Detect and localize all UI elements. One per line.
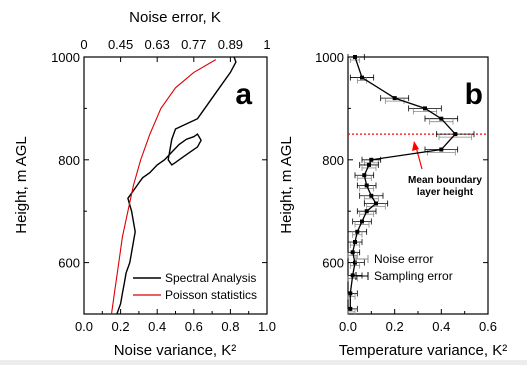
data-point [374,202,378,206]
data-point [423,106,427,110]
data-point [353,240,357,244]
data-point [348,291,352,295]
data-point [369,194,373,198]
panel-b-xtick-label: 0.0 [339,319,357,334]
panel-a-top-xlabel: Noise error, K [129,9,221,26]
panel-a-top-tick-label: 1 [263,37,270,52]
panel-a-ytick-label: 1000 [51,50,80,65]
panel-a-ytick-label: 600 [58,256,80,271]
data-point [439,148,443,152]
data-point [353,55,357,59]
panel-b-ytick-label: 600 [322,256,344,271]
panel-b-xtick-label: 0.2 [386,319,404,334]
panel-b-label: b [465,78,483,111]
panel-b-xtick-label: 0.6 [479,319,497,334]
panel-a-top-tick-label: 0.77 [181,37,206,52]
data-point [355,230,359,234]
data-point [365,209,369,213]
panel-b-xlabel: Temperature variance, K² [339,342,507,359]
panel-a-xtick-label: 1.0 [258,319,276,334]
panel-a-ytick-label: 800 [58,153,80,168]
data-point [439,117,443,121]
data-point [362,173,366,177]
panel-a-xlabel: Noise variance, K² [114,342,237,359]
data-point [360,76,364,80]
panel-a-xtick-label: 0.6 [185,319,203,334]
legend-label-sampling: Sampling error [374,269,453,283]
panel-a-top-tick-label: 0.89 [218,37,243,52]
legend-label-noise: Noise error [374,252,433,266]
panel-a-xtick-label: 0.0 [75,319,93,334]
data-point [348,307,352,311]
annotation-line-1: Mean boundary [408,175,482,186]
data-point [393,96,397,100]
data-point [360,220,364,224]
panel-a-background [0,0,277,360]
data-point [351,273,355,277]
panel-a-top-tick-label: 0.63 [145,37,170,52]
panel-b-ylabel: Height, m AGL [278,136,295,234]
panel-b-ytick-label: 1000 [315,50,344,65]
data-point [369,158,373,162]
panel-b-ytick-label: 800 [322,153,344,168]
annotation-line-2: layer height [417,187,474,198]
panel-a-xtick-label: 0.2 [112,319,130,334]
data-point [453,132,457,136]
data-point [367,163,371,167]
panel-a-label: a [235,78,252,111]
panel-a-xtick-label: 0.4 [148,319,166,334]
legend-label-spectral: Spectral Analysis [165,271,256,285]
legend-label-poisson: Poisson statistics [165,288,257,302]
panel-b-xtick-label: 0.4 [432,319,450,334]
panel-a-xtick-label: 0.8 [221,319,239,334]
panel-a-top-tick-label: 0 [80,37,87,52]
data-point [351,250,355,254]
panel-a-top-tick-label: 0.45 [108,37,133,52]
panel-a-ylabel: Height, m AGL [13,136,30,234]
data-point [365,184,369,188]
